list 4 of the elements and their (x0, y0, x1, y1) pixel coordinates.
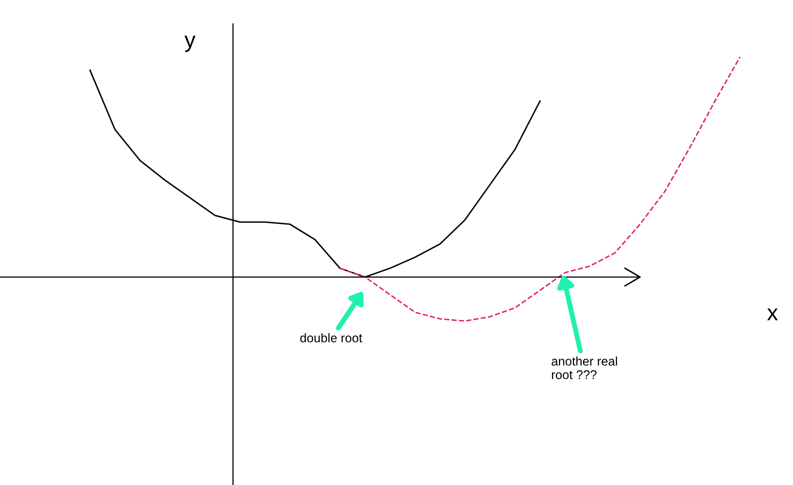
text: double root (300, 333, 362, 342)
x-axis-title: x (767, 308, 778, 320)
y-axis-title: y (184, 36, 196, 52)
text: another real root ??? (552, 356, 618, 380)
